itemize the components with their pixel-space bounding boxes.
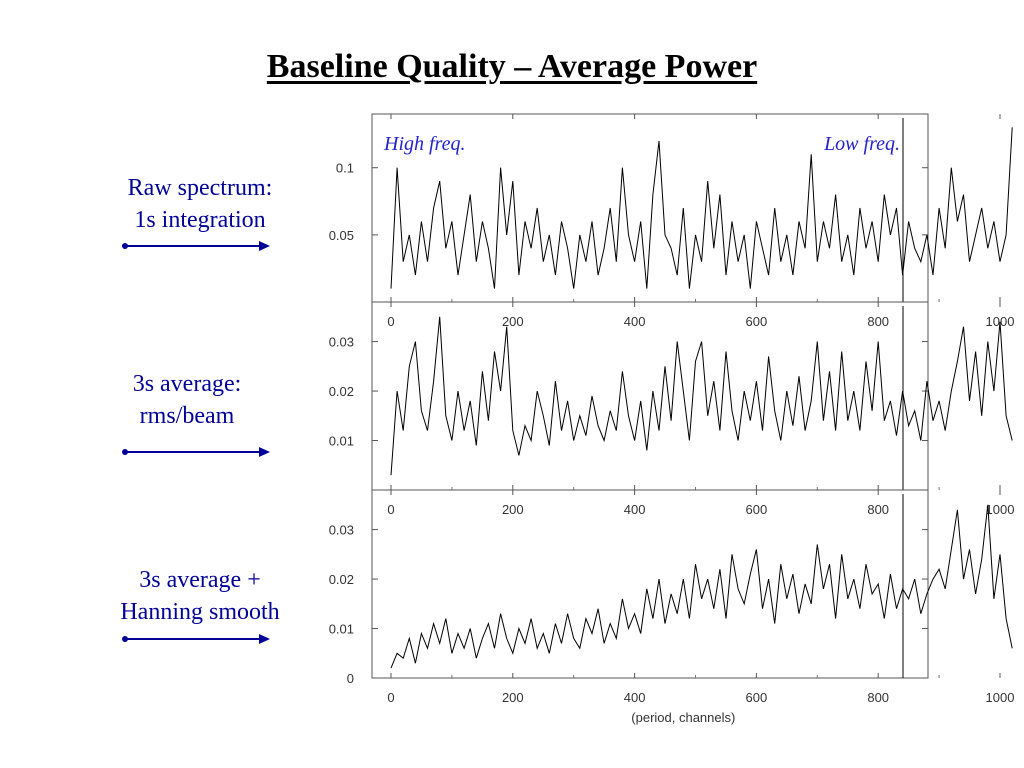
x-tick-label: 200 bbox=[502, 314, 524, 329]
data-trace bbox=[390, 127, 1013, 289]
plot-frame bbox=[371, 489, 929, 679]
y-tick-label: 0.01 bbox=[329, 622, 354, 637]
x-tick-label: 0 bbox=[387, 314, 394, 329]
label-line: 3s average + bbox=[139, 567, 261, 593]
y-tick-label: 0 bbox=[347, 671, 354, 686]
data-trace bbox=[390, 504, 1013, 669]
x-tick-label: 0 bbox=[387, 502, 394, 517]
y-tick-label: 0.1 bbox=[336, 161, 354, 176]
x-tick-label: 800 bbox=[867, 690, 889, 705]
x-tick-label: 400 bbox=[624, 502, 646, 517]
annotation-low-freq: Low freq. bbox=[823, 133, 900, 155]
y-tick-label: 0.01 bbox=[329, 434, 354, 449]
label-3s-average: 3s average: rms/beam bbox=[92, 368, 282, 432]
label-line: rms/beam bbox=[139, 403, 235, 429]
x-tick-label: 800 bbox=[867, 314, 889, 329]
x-tick-label: 400 bbox=[624, 690, 646, 705]
x-tick-label: 200 bbox=[502, 690, 524, 705]
arrow-icon bbox=[122, 634, 270, 644]
label-line: Hanning smooth bbox=[120, 599, 280, 625]
x-tick-label: 1000 bbox=[986, 690, 1015, 705]
label-line: 3s average: bbox=[132, 371, 242, 397]
label-line: Raw spectrum: bbox=[127, 175, 273, 201]
data-trace bbox=[390, 316, 1013, 476]
arrow-icon bbox=[122, 241, 270, 251]
x-tick-label: 600 bbox=[746, 502, 768, 517]
y-tick-label: 0.02 bbox=[329, 384, 354, 399]
y-tick-label: 0.05 bbox=[329, 228, 354, 243]
x-axis-label: (period, channels) bbox=[631, 710, 735, 725]
arrow-icon bbox=[122, 447, 270, 457]
label-raw-spectrum: Raw spectrum: 1s integration bbox=[100, 172, 300, 236]
label-line: 1s integration bbox=[134, 207, 266, 233]
x-tick-label: 200 bbox=[502, 502, 524, 517]
x-tick-label: 400 bbox=[624, 314, 646, 329]
x-tick-label: 1000 bbox=[986, 502, 1015, 517]
x-tick-label: 600 bbox=[746, 690, 768, 705]
label-3s-average-hanning: 3s average + Hanning smooth bbox=[95, 564, 305, 628]
x-tick-label: 600 bbox=[746, 314, 768, 329]
plot-frame bbox=[371, 301, 929, 491]
x-tick-label: 800 bbox=[867, 502, 889, 517]
y-tick-label: 0.02 bbox=[329, 572, 354, 587]
x-tick-label: 1000 bbox=[986, 314, 1015, 329]
x-tick-label: 0 bbox=[387, 690, 394, 705]
annotation-high-freq: High freq. bbox=[383, 133, 465, 155]
slide-title: Baseline Quality – Average Power bbox=[266, 48, 758, 85]
y-tick-label: 0.03 bbox=[329, 523, 354, 538]
y-tick-label: 0.03 bbox=[329, 335, 354, 350]
